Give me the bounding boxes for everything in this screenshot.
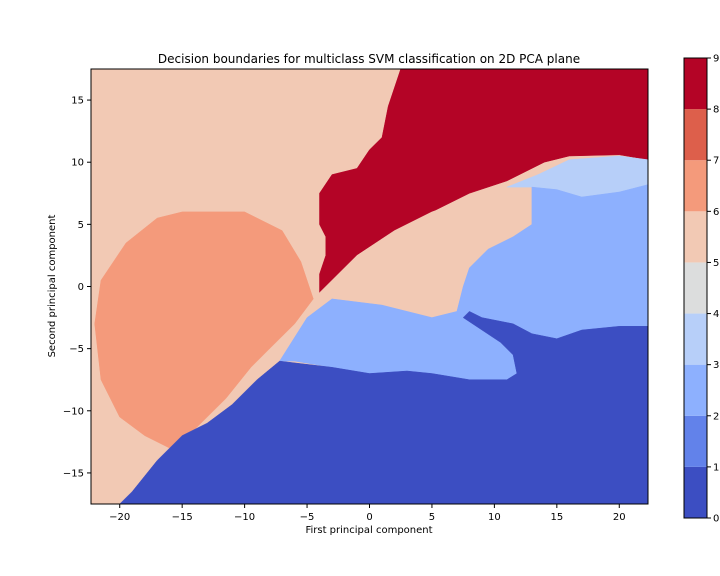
- colorbar-tick-label: 8: [713, 105, 719, 116]
- colorbar-tick-label: 0: [713, 514, 719, 525]
- colorbar-level-6-7: [684, 160, 707, 212]
- colorbar-tick-label: 1: [713, 462, 719, 473]
- x-axis: −20 −15 −10 −5 0 5 10 15 20: [109, 504, 626, 523]
- colorbar-level-7-8: [684, 109, 707, 161]
- colorbar-level-2-3: [684, 364, 707, 416]
- colorbar-tick-label: 2: [713, 411, 719, 422]
- colorbar-tick-label: 9: [713, 54, 719, 65]
- colorbar-level-4-5: [684, 262, 707, 314]
- region-class-6-1: [94, 211, 314, 449]
- colorbar-frame: [683, 57, 708, 519]
- colorbar-level-1-2: [684, 415, 707, 467]
- region-class-0-6: [119, 311, 648, 504]
- colorbar-level-5-6: [684, 211, 707, 263]
- colorbar: 0 1 2 3 4 5 6 7 8 9: [683, 54, 719, 525]
- y-tick-label: −10: [63, 406, 84, 417]
- x-axis-label: First principal component: [305, 525, 432, 536]
- x-tick-label: −5: [300, 512, 315, 523]
- plot-area: [91, 69, 648, 504]
- colorbar-level-0-1: [684, 466, 707, 518]
- colorbar-level-8-9: [684, 58, 707, 110]
- chart-title: Decision boundaries for multiclass SVM c…: [158, 52, 580, 66]
- y-tick-label: 5: [78, 220, 84, 231]
- x-tick-label: −15: [172, 512, 193, 523]
- x-tick-label: −20: [109, 512, 130, 523]
- x-tick-label: −10: [234, 512, 255, 523]
- x-tick-label: 0: [366, 512, 372, 523]
- y-axis-label: Second principal component: [47, 215, 58, 358]
- x-tick-label: 5: [429, 512, 435, 523]
- y-tick-label: 0: [78, 282, 84, 293]
- colorbar-tick-label: 4: [713, 309, 719, 320]
- colorbar-tick-label: 3: [713, 360, 719, 371]
- y-tick-label: 10: [71, 158, 84, 169]
- y-tick-label: 15: [71, 96, 84, 107]
- y-tick-label: −5: [69, 344, 84, 355]
- colorbar-tick-label: 6: [713, 207, 719, 218]
- x-tick-label: 10: [488, 512, 501, 523]
- colorbar-tick-label: 7: [713, 156, 719, 167]
- x-tick-label: 15: [550, 512, 563, 523]
- colorbar-level-3-4: [684, 313, 707, 365]
- x-tick-label: 20: [613, 512, 626, 523]
- colorbar-tick-label: 5: [713, 258, 719, 269]
- y-tick-label: −15: [63, 468, 84, 479]
- y-axis: −15 −10 −5 0 5 10 15: [63, 96, 91, 479]
